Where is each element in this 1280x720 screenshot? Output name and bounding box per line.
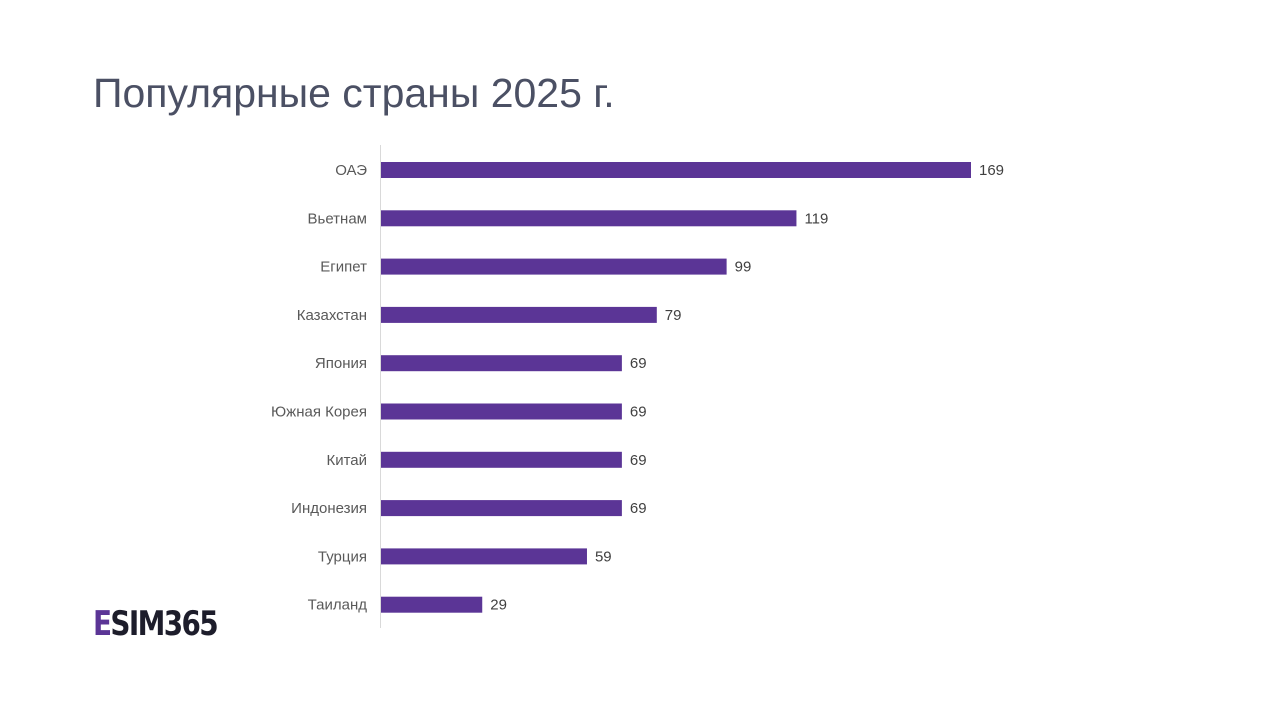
bar: [381, 162, 971, 178]
category-label: Южная Корея: [271, 403, 367, 420]
value-label: 29: [490, 597, 507, 614]
logo: ESIM365: [93, 604, 219, 644]
value-label: 169: [979, 162, 1004, 179]
value-label: 79: [665, 307, 682, 324]
category-label: Казахстан: [297, 307, 367, 324]
bar: [381, 306, 657, 323]
bar: [381, 355, 622, 372]
value-label: 59: [595, 548, 612, 565]
category-label: Турция: [318, 548, 367, 565]
bar: [381, 403, 622, 420]
bar: [381, 258, 727, 275]
bar: [381, 451, 622, 468]
value-label: 69: [630, 355, 647, 372]
value-label: 69: [630, 403, 647, 420]
value-label: 99: [735, 259, 752, 276]
category-label: ОАЭ: [335, 162, 367, 179]
value-label: 69: [630, 452, 647, 469]
bar: [381, 596, 483, 613]
value-label: 119: [804, 210, 828, 227]
bar: [381, 500, 622, 517]
chart-title: Популярные страны 2025 г.: [93, 70, 615, 116]
category-label: Таиланд: [308, 597, 368, 614]
category-label: Вьетнам: [308, 210, 367, 227]
value-label: 69: [630, 500, 647, 517]
category-label: Индонезия: [291, 500, 367, 517]
category-label: Китай: [326, 452, 367, 469]
bar: [381, 210, 797, 227]
category-label: Япония: [315, 355, 367, 372]
category-label: Египет: [320, 259, 367, 276]
bar: [381, 548, 587, 565]
